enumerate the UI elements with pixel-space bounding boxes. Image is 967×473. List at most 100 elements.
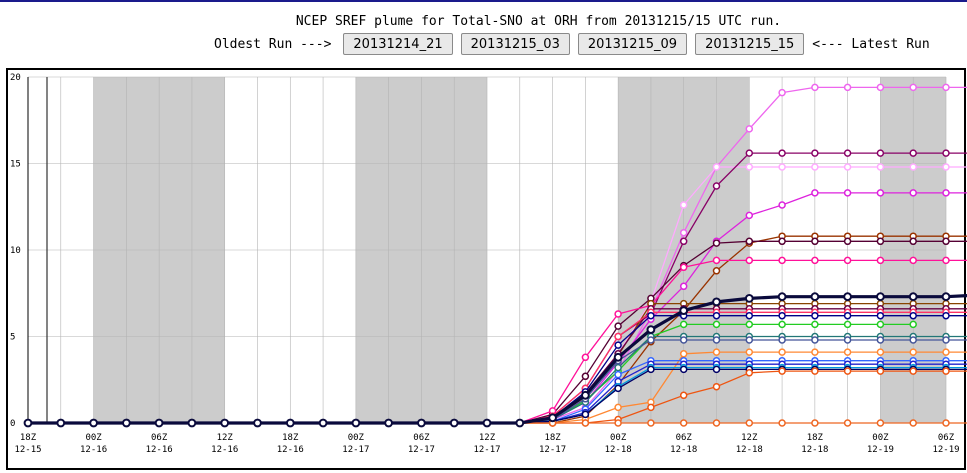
data-point [942,367,950,375]
data-point [548,413,557,423]
data-point [942,419,950,427]
x-tick-label-time: 06Z [151,433,168,443]
data-point [909,237,917,246]
data-point [778,163,786,171]
data-point [581,372,590,381]
data-point [253,418,262,428]
data-point [581,419,590,427]
x-tick-label-time: 00Z [85,433,102,443]
data-point [614,384,622,393]
data-point [778,237,786,246]
data-point [187,418,197,428]
data-point [384,418,394,428]
oldest-run-label: Oldest Run ---> [214,36,332,52]
x-tick-label-date: 12-15 [14,445,41,455]
data-point [876,348,885,356]
x-tick-label-date: 12-18 [670,445,697,455]
run-button-20131214-21[interactable]: 20131214_21 [343,33,453,55]
data-point [745,211,754,220]
data-point [647,311,655,320]
data-point [679,306,689,316]
data-point [449,418,459,428]
data-point [778,311,786,320]
data-point [876,189,885,197]
data-point [811,189,819,197]
data-point [679,365,688,374]
data-point [679,282,688,291]
data-point [712,348,721,356]
data-point [942,189,950,197]
data-point [811,320,819,329]
data-point [679,336,688,344]
data-point [581,353,590,362]
data-point [318,418,328,428]
run-button-20131215-03[interactable]: 20131215_03 [460,33,570,55]
data-point [712,311,721,320]
data-point [941,292,951,302]
data-point [712,365,721,374]
data-point [122,418,131,428]
data-point [647,365,655,374]
y-tick-label: 10 [10,246,21,256]
x-tick-label-date: 12-18 [801,445,828,455]
data-point [909,149,917,157]
data-point [646,325,656,335]
data-point [876,256,885,265]
x-tick-label-date: 12-16 [211,445,238,455]
data-point [647,419,655,427]
data-point [745,320,754,329]
data-point [679,228,688,237]
data-point [876,367,885,375]
run-button-20131215-15[interactable]: 20131215_15 [695,33,805,55]
data-point [23,418,33,428]
data-point [745,369,754,377]
x-tick-label-date: 12-19 [932,445,959,455]
data-point [942,163,950,171]
data-point [843,149,852,157]
run-button-20131215-09[interactable]: 20131215_09 [577,33,688,55]
series-21 [23,292,967,428]
data-point [909,367,917,375]
data-point [745,311,754,320]
y-tick-label: 0 [10,419,15,429]
data-point [712,297,721,307]
data-point [778,336,786,344]
data-point [56,418,66,428]
data-point [811,237,819,246]
data-point [614,419,622,427]
data-point [909,83,917,92]
x-tick-label-date: 12-18 [736,445,763,455]
y-tick-label: 15 [10,160,21,170]
data-point [679,201,688,209]
data-point [745,237,754,246]
data-point [581,390,590,400]
data-point [679,263,688,272]
y-tick-label: 20 [10,73,21,83]
data-point [417,418,426,428]
data-point [482,418,492,428]
x-tick-label-time: 00Z [872,433,889,443]
data-point [843,320,852,329]
data-point [843,237,852,246]
data-point [942,336,950,344]
data-point [712,320,721,329]
data-point [614,332,622,341]
x-tick-label-date: 12-18 [605,445,632,455]
data-point [712,239,721,247]
x-tick-label-time: 12Z [741,433,758,443]
data-point [745,348,754,356]
data-point [515,418,525,428]
data-point [613,352,623,362]
x-tick-label-date: 12-16 [277,445,304,455]
y-tick-label: 5 [10,333,15,343]
data-point [778,149,786,157]
data-point [909,320,917,329]
data-point [614,310,622,318]
data-point [843,311,852,320]
data-point [811,149,819,157]
data-point [908,292,918,302]
data-point [811,311,819,320]
data-point [712,382,721,391]
data-point [745,125,754,133]
